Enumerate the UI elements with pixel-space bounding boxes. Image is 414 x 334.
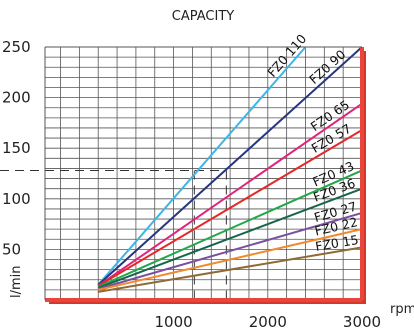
y-tick-label: 100 xyxy=(2,190,31,208)
x-tick-label: 3000 xyxy=(343,313,381,331)
series-line-fz0-15 xyxy=(98,246,363,293)
y-axis-label: l/min xyxy=(9,265,24,298)
series-line-fz0-57 xyxy=(97,129,363,287)
series-line-fz0-22 xyxy=(98,228,363,291)
y-tick-label: 200 xyxy=(2,89,31,107)
reference-lines xyxy=(0,169,227,300)
series-line-fz0-27 xyxy=(97,212,363,290)
series-label-fz0-15: FZ0 15 xyxy=(314,232,359,254)
series-lines xyxy=(97,46,363,293)
series-line-fz0-43 xyxy=(97,169,363,288)
series-line-fz0-36 xyxy=(97,187,363,289)
chart-title: CAPACITY xyxy=(172,9,234,24)
y-tick-label: 50 xyxy=(2,240,21,258)
x-axis-label: rpm xyxy=(390,302,414,317)
x-tick-label: 2000 xyxy=(249,313,287,331)
series-line-fz0-90 xyxy=(97,46,363,286)
series-line-fz0-65 xyxy=(97,102,363,287)
y-tick-label: 150 xyxy=(2,139,31,157)
grid xyxy=(45,47,362,300)
y-tick-label: 250 xyxy=(2,38,31,56)
series-line-fz0-110 xyxy=(97,46,307,286)
axes: 50 100 150 200 250 1000 2000 3000 xyxy=(2,38,381,331)
x-tick-label: 1000 xyxy=(154,313,192,331)
